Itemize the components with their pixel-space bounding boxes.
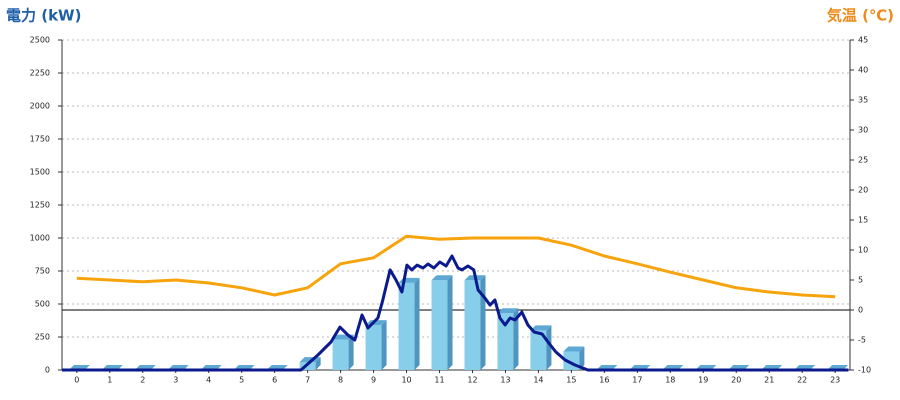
y2-tick-label: 20 [858, 186, 868, 195]
x-tick-label: 1 [107, 376, 112, 385]
y-tick-label: 250 [35, 333, 50, 342]
x-tick-label: 5 [239, 376, 244, 385]
bar-side [348, 334, 354, 370]
x-tick-label: 17 [632, 376, 642, 385]
bar [365, 325, 382, 370]
y-tick-label: 2000 [30, 102, 50, 111]
bar-side [315, 357, 321, 370]
bar [530, 330, 547, 370]
x-tick-label: 21 [764, 376, 774, 385]
x-tick-label: 12 [467, 376, 477, 385]
x-tick-label: 11 [434, 376, 444, 385]
x-tick-label: 9 [371, 376, 376, 385]
y-tick-label: 2250 [30, 69, 50, 78]
x-tick-label: 18 [665, 376, 675, 385]
x-tick-label: 7 [305, 376, 310, 385]
y-tick-label: 2500 [30, 36, 50, 45]
y2-tick-label: 25 [858, 156, 868, 165]
y-tick-label: 500 [35, 300, 50, 309]
x-tick-label: 14 [533, 376, 543, 385]
x-tick-label: 0 [74, 376, 79, 385]
bar-side [546, 325, 552, 370]
x-tick-label: 20 [731, 376, 741, 385]
y2-tick-label: 10 [858, 246, 868, 255]
x-tick-label: 19 [698, 376, 708, 385]
y2-tick-label: 5 [858, 276, 863, 285]
x-tick-label: 4 [206, 376, 211, 385]
y2-tick-label: 35 [858, 96, 868, 105]
y2-tick-label: 45 [858, 36, 868, 45]
bar [398, 282, 415, 370]
bar-top [431, 275, 453, 281]
line [62, 254, 849, 372]
x-tick-label: 13 [500, 376, 510, 385]
y2-tick-label: 40 [858, 66, 868, 75]
bar [464, 280, 481, 370]
x-tick-label: 6 [272, 376, 277, 385]
line [76, 234, 836, 299]
bar-side [447, 275, 453, 370]
bar [431, 280, 448, 370]
y-tick-label: 1500 [30, 168, 50, 177]
bar-top [563, 346, 585, 352]
bar-side [381, 320, 387, 370]
y-tick-label: 0 [45, 366, 50, 375]
y2-tick-label: 15 [858, 216, 868, 225]
y2-tick-label: 0 [858, 306, 863, 315]
x-tick-label: 3 [173, 376, 178, 385]
bar-top [497, 308, 519, 314]
y-tick-label: 1750 [30, 135, 50, 144]
x-tick-label: 16 [599, 376, 609, 385]
bar-top [530, 325, 552, 331]
bar [497, 313, 514, 370]
x-tick-label: 10 [401, 376, 411, 385]
y2-tick-label: -10 [858, 366, 871, 375]
y2-tick-label: 30 [858, 126, 868, 135]
y-tick-label: 1000 [30, 234, 50, 243]
x-tick-label: 2 [140, 376, 145, 385]
bar-side [414, 277, 420, 370]
y-axis-title: 電力 (kW) [6, 7, 81, 25]
y2-tick-label: -5 [858, 336, 866, 345]
y-tick-label: 750 [35, 267, 50, 276]
y-tick-label: 1250 [30, 201, 50, 210]
y2-axis-title: 気温 (℃) [827, 7, 894, 25]
x-tick-label: 15 [566, 376, 576, 385]
x-tick-label: 22 [797, 376, 807, 385]
bar [332, 339, 349, 370]
x-tick-label: 8 [338, 376, 343, 385]
bar-side [579, 346, 585, 370]
bar-side [513, 308, 519, 370]
bar-side [480, 275, 486, 370]
x-tick-label: 23 [830, 376, 840, 385]
